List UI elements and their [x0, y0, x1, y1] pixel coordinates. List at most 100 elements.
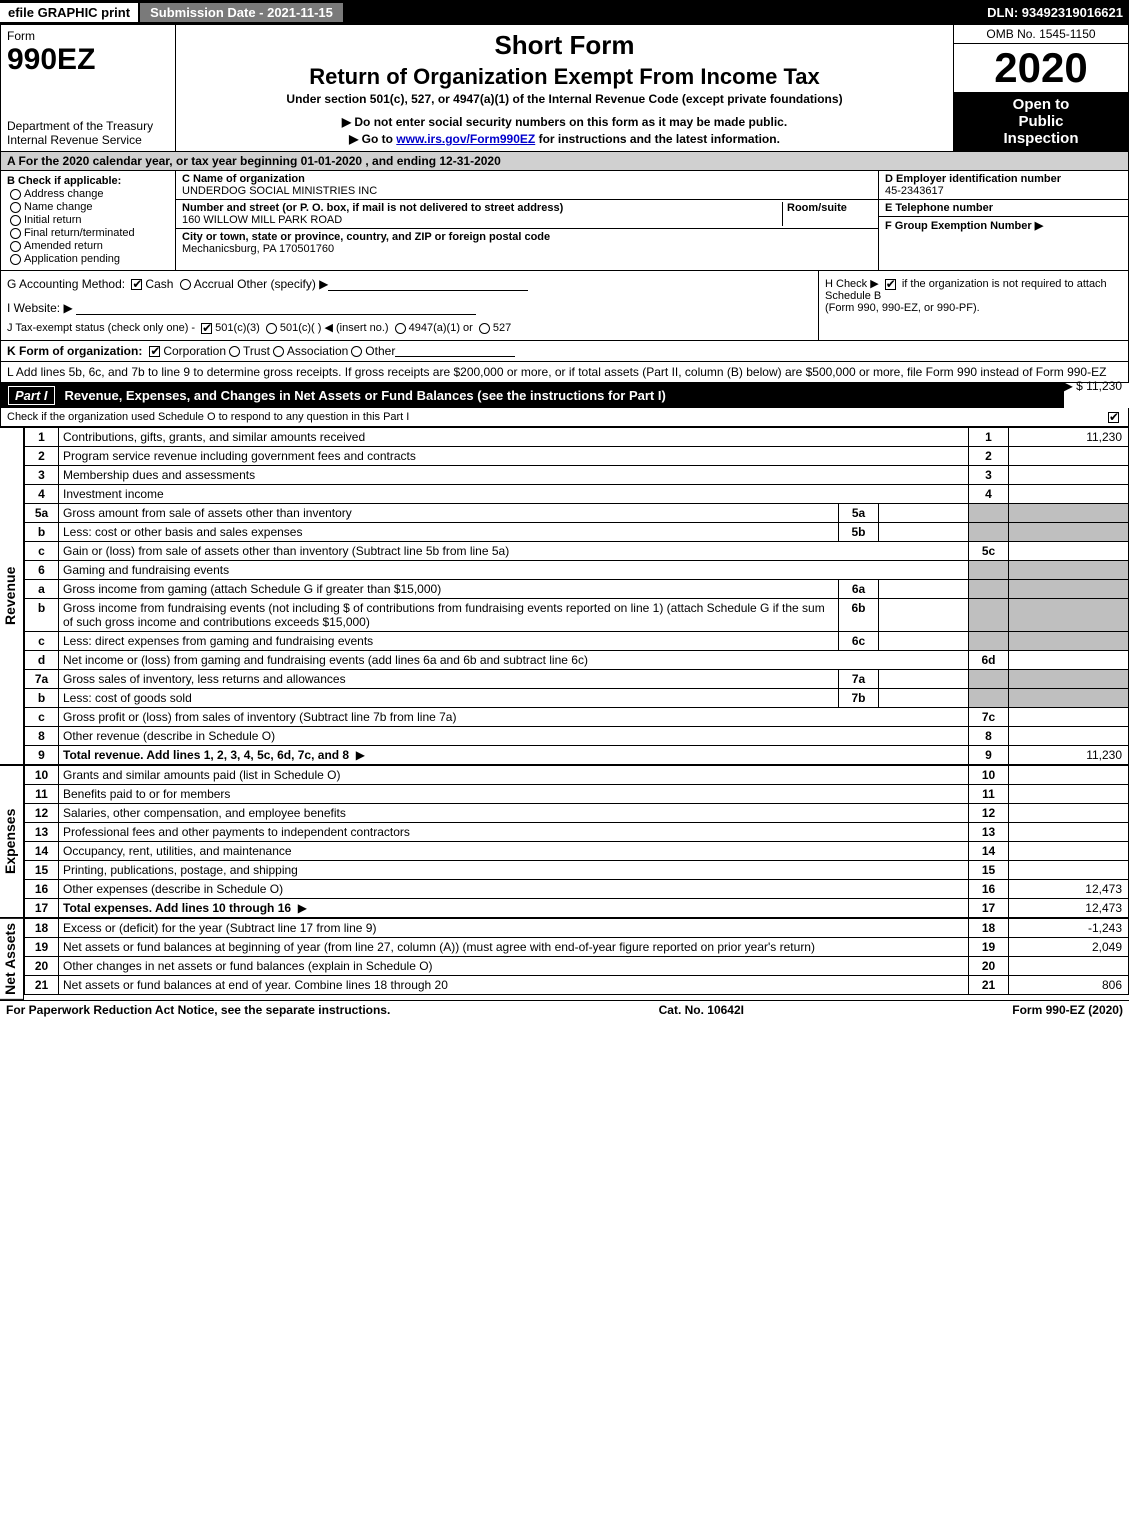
tax-year: 2020	[954, 44, 1128, 92]
h-schedule-b: H Check ▶ if the organization is not req…	[818, 271, 1128, 340]
c-street-row: Number and street (or P. O. box, if mail…	[176, 200, 878, 229]
line-21: 21Net assets or fund balances at end of …	[25, 976, 1129, 995]
chk-4947[interactable]	[395, 323, 406, 334]
irs-link[interactable]: www.irs.gov/Form990EZ	[396, 132, 535, 146]
footer-left: For Paperwork Reduction Act Notice, see …	[6, 1003, 390, 1017]
line-5b: bLess: cost or other basis and sales exp…	[25, 523, 1129, 542]
footer-center: Cat. No. 10642I	[659, 1003, 744, 1017]
header-center: Short Form Return of Organization Exempt…	[176, 25, 953, 151]
chk-initial-return[interactable]: Initial return	[7, 214, 169, 226]
expenses-side-label: Expenses	[0, 765, 24, 918]
line-4: 4Investment income4	[25, 485, 1129, 504]
org-name: UNDERDOG SOCIAL MINISTRIES INC	[182, 185, 872, 197]
row-k-form-of-org: K Form of organization: Corporation Trus…	[0, 341, 1129, 362]
line-6d: dNet income or (loss) from gaming and fu…	[25, 651, 1129, 670]
chk-name-change[interactable]: Name change	[7, 201, 169, 213]
chk-corporation[interactable]	[149, 346, 160, 357]
efile-label[interactable]: efile GRAPHIC print	[0, 3, 138, 22]
line-12: 12Salaries, other compensation, and empl…	[25, 804, 1129, 823]
f-group-exemption: F Group Exemption Number ▶	[879, 217, 1128, 270]
col-def: D Employer identification number 45-2343…	[878, 171, 1128, 270]
line-7b: bLess: cost of goods sold7b	[25, 689, 1129, 708]
ssn-warning: ▶ Do not enter social security numbers o…	[342, 115, 787, 129]
line-15: 15Printing, publications, postage, and s…	[25, 861, 1129, 880]
gross-receipts-value: $ 11,230	[1076, 379, 1122, 393]
g-accounting-method: G Accounting Method: Cash Accrual Other …	[1, 271, 818, 340]
net-assets-table: 18Excess or (deficit) for the year (Subt…	[24, 918, 1129, 995]
line-19: 19Net assets or fund balances at beginni…	[25, 938, 1129, 957]
form-word: Form	[7, 29, 169, 43]
city-state-zip: Mechanicsburg, PA 170501760	[182, 243, 872, 255]
chk-other-org[interactable]	[351, 346, 362, 357]
form-header: Form 990EZ Department of the Treasury In…	[0, 24, 1129, 152]
chk-527[interactable]	[479, 323, 490, 334]
line-11: 11Benefits paid to or for members11	[25, 785, 1129, 804]
other-org-input[interactable]	[395, 345, 515, 357]
line-13: 13Professional fees and other payments t…	[25, 823, 1129, 842]
header-right: OMB No. 1545-1150 2020 Open to Public In…	[953, 25, 1128, 151]
line-14: 14Occupancy, rent, utilities, and mainte…	[25, 842, 1129, 861]
form-number: 990EZ	[7, 43, 169, 77]
entity-info-block: B Check if applicable: Address change Na…	[0, 171, 1129, 271]
line-2: 2Program service revenue including gover…	[25, 447, 1129, 466]
chk-association[interactable]	[273, 346, 284, 357]
chk-application-pending[interactable]: Application pending	[7, 253, 169, 265]
expenses-section: Expenses 10Grants and similar amounts pa…	[0, 765, 1129, 918]
chk-cash[interactable]	[131, 279, 142, 290]
line-1: 1Contributions, gifts, grants, and simil…	[25, 428, 1129, 447]
b-header: B Check if applicable:	[7, 175, 169, 187]
chk-final-return[interactable]: Final return/terminated	[7, 227, 169, 239]
i-website-label: I Website: ▶	[7, 301, 73, 315]
chk-schedule-b[interactable]	[885, 279, 896, 290]
col-b-check-if-applicable: B Check if applicable: Address change Na…	[1, 171, 176, 270]
net-assets-section: Net Assets 18Excess or (deficit) for the…	[0, 918, 1129, 1000]
submission-date: Submission Date - 2021-11-15	[138, 1, 345, 24]
line-16: 16Other expenses (describe in Schedule O…	[25, 880, 1129, 899]
street-address: 160 WILLOW MILL PARK ROAD	[182, 214, 782, 226]
line-17: 17Total expenses. Add lines 10 through 1…	[25, 899, 1129, 918]
line-6: 6Gaming and fundraising events	[25, 561, 1129, 580]
row-l-gross-receipts: L Add lines 5b, 6c, and 7b to line 9 to …	[0, 362, 1129, 383]
line-7a: 7aGross sales of inventory, less returns…	[25, 670, 1129, 689]
line-6b: bGross income from fundraising events (n…	[25, 599, 1129, 632]
chk-accrual[interactable]	[180, 279, 191, 290]
goto-line: ▶ Go to www.irs.gov/Form990EZ for instru…	[349, 132, 780, 146]
d-ein: D Employer identification number 45-2343…	[879, 171, 1128, 200]
net-assets-side-label: Net Assets	[0, 918, 24, 1000]
c-city-row: City or town, state or province, country…	[176, 229, 878, 257]
header-left: Form 990EZ Department of the Treasury In…	[1, 25, 176, 151]
revenue-side-label: Revenue	[0, 427, 24, 765]
dln-label: DLN: 93492319016621	[987, 5, 1129, 20]
chk-501c[interactable]	[266, 323, 277, 334]
line-9: 9Total revenue. Add lines 1, 2, 3, 4, 5c…	[25, 746, 1129, 765]
chk-501c3[interactable]	[201, 323, 212, 334]
line-5c: cGain or (loss) from sale of assets othe…	[25, 542, 1129, 561]
chk-part-i-schedule-o[interactable]	[1108, 412, 1119, 423]
part-i-label: Part I	[8, 386, 55, 405]
line-7c: cGross profit or (loss) from sales of in…	[25, 708, 1129, 727]
page-footer: For Paperwork Reduction Act Notice, see …	[0, 1000, 1129, 1019]
chk-trust[interactable]	[229, 346, 240, 357]
revenue-table: 1Contributions, gifts, grants, and simil…	[24, 427, 1129, 765]
revenue-section: Revenue 1Contributions, gifts, grants, a…	[0, 427, 1129, 765]
line-6a: aGross income from gaming (attach Schedu…	[25, 580, 1129, 599]
line-6c: cLess: direct expenses from gaming and f…	[25, 632, 1129, 651]
other-specify-input[interactable]	[328, 279, 528, 291]
chk-amended-return[interactable]: Amended return	[7, 240, 169, 252]
website-input[interactable]	[76, 303, 476, 315]
line-5a: 5aGross amount from sale of assets other…	[25, 504, 1129, 523]
open-to-public: Open to Public Inspection	[954, 92, 1128, 151]
row-a-tax-year: A For the 2020 calendar year, or tax yea…	[0, 152, 1129, 171]
expenses-table: 10Grants and similar amounts paid (list …	[24, 765, 1129, 918]
line-18: 18Excess or (deficit) for the year (Subt…	[25, 919, 1129, 938]
part-i-header: Part I Revenue, Expenses, and Changes in…	[0, 383, 1064, 408]
col-c-name-address: C Name of organization UNDERDOG SOCIAL M…	[176, 171, 878, 270]
department-label: Department of the Treasury Internal Reve…	[7, 119, 169, 147]
omb-number: OMB No. 1545-1150	[954, 25, 1128, 44]
line-8: 8Other revenue (describe in Schedule O)8	[25, 727, 1129, 746]
line-3: 3Membership dues and assessments3	[25, 466, 1129, 485]
line-10: 10Grants and similar amounts paid (list …	[25, 766, 1129, 785]
chk-address-change[interactable]: Address change	[7, 188, 169, 200]
top-bar: efile GRAPHIC print Submission Date - 20…	[0, 0, 1129, 24]
short-form-title: Short Form	[494, 30, 634, 61]
